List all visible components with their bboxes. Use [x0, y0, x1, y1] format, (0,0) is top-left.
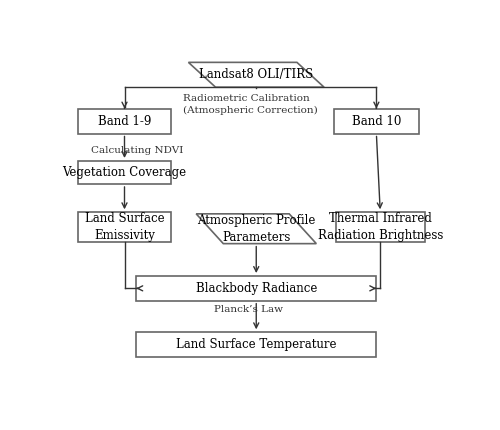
- Bar: [78, 212, 171, 242]
- Text: Vegetation Coverage: Vegetation Coverage: [62, 166, 186, 179]
- Bar: [336, 212, 425, 242]
- Text: Band 10: Band 10: [352, 115, 401, 128]
- Text: Thermal Infrared
Radiation Brightness: Thermal Infrared Radiation Brightness: [318, 212, 443, 242]
- Polygon shape: [188, 62, 324, 87]
- Text: Land Surface Temperature: Land Surface Temperature: [176, 338, 336, 351]
- Bar: [136, 332, 376, 357]
- Text: Radiometric Calibration
(Atmospheric Correction): Radiometric Calibration (Atmospheric Cor…: [182, 95, 318, 115]
- Bar: [334, 109, 419, 134]
- Text: Blackbody Radiance: Blackbody Radiance: [196, 282, 317, 295]
- Text: Planck’s Law: Planck’s Law: [214, 305, 282, 314]
- Bar: [78, 161, 171, 184]
- Bar: [78, 109, 171, 134]
- Text: Band 1-9: Band 1-9: [98, 115, 151, 128]
- Bar: [136, 276, 376, 301]
- Text: Calculating NDVI: Calculating NDVI: [91, 147, 183, 155]
- Polygon shape: [196, 214, 316, 244]
- Text: Atmospheric Profile
Parameters: Atmospheric Profile Parameters: [197, 214, 316, 244]
- Text: Landsat8 OLI/TIRS: Landsat8 OLI/TIRS: [199, 68, 314, 81]
- Text: Land Surface
Emissivity: Land Surface Emissivity: [84, 212, 164, 242]
